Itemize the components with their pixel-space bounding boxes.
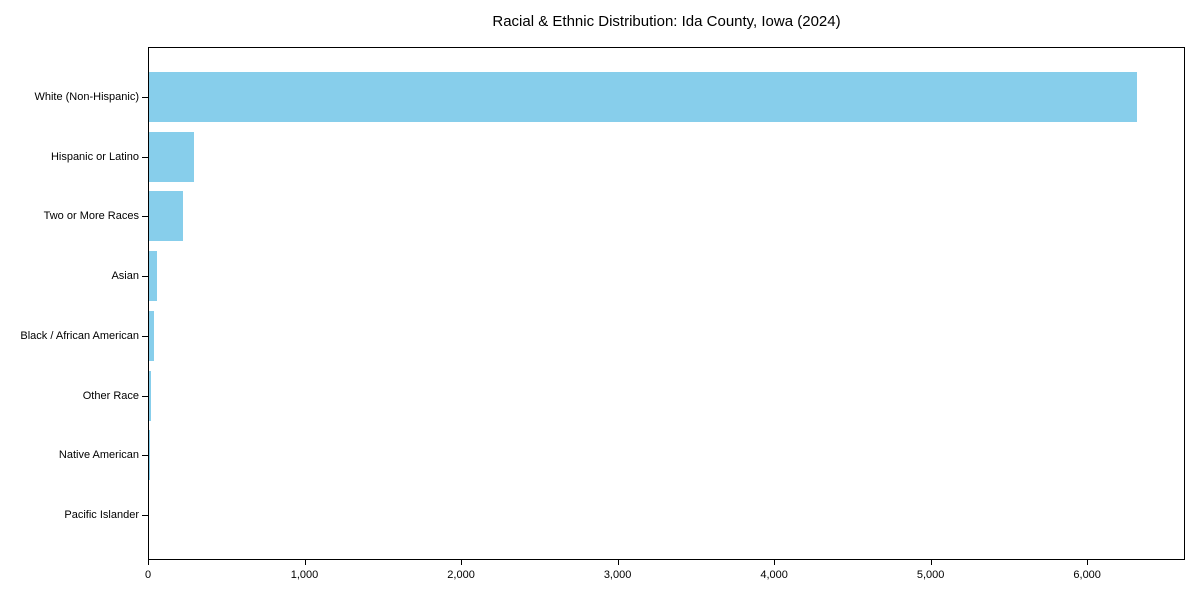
- y-tick-mark: [142, 335, 148, 337]
- bar-hispanic-or-latino: [149, 131, 194, 182]
- y-tick-label-asian: Asian: [111, 270, 139, 283]
- y-tick-mark: [142, 216, 148, 218]
- x-tick-mark: [617, 560, 619, 565]
- y-tick-label-white-non-hispanic: White (Non-Hispanic): [34, 91, 139, 103]
- y-tick-label-other-race: Other Race: [82, 389, 139, 402]
- x-tick-label-5-000: 5,000: [916, 569, 945, 581]
- y-tick-mark: [142, 156, 148, 158]
- x-tick-mark: [1087, 560, 1089, 565]
- y-tick-mark: [142, 514, 148, 516]
- y-tick-mark: [142, 276, 148, 278]
- x-tick-label-6-000: 6,000: [1073, 569, 1101, 581]
- x-tick-mark: [304, 560, 306, 565]
- y-tick-label-two-or-more-races: Two or More Races: [43, 210, 139, 223]
- bar-asian: [149, 251, 157, 302]
- y-tick-mark: [142, 395, 148, 397]
- y-tick-mark: [142, 97, 148, 98]
- y-tick-label-hispanic-or-latino: Hispanic or Latino: [50, 150, 139, 163]
- bar-black-african-american: [149, 310, 154, 361]
- x-tick-label-1-000: 1,000: [290, 569, 319, 581]
- x-tick-label-3-000: 3,000: [603, 569, 632, 581]
- x-tick-mark: [930, 560, 932, 565]
- x-tick-label-2-000: 2,000: [447, 569, 475, 581]
- y-tick-label-black-african-american: Black / African American: [20, 329, 139, 342]
- x-tick-mark: [148, 560, 149, 565]
- plot-area: [148, 47, 1185, 560]
- bar-other-race: [149, 370, 151, 421]
- y-tick-label-pacific-islander: Pacific Islander: [64, 508, 139, 521]
- x-tick-mark: [774, 560, 776, 565]
- x-tick-label-0: 0: [144, 569, 152, 581]
- y-tick-label-native-american: Native American: [58, 449, 139, 462]
- y-tick-mark: [142, 455, 148, 457]
- x-tick-mark: [461, 560, 463, 565]
- chart-title: Racial & Ethnic Distribution: Ida County…: [492, 13, 841, 30]
- bar-native-american: [149, 430, 150, 481]
- bar-two-or-more-races: [149, 191, 184, 242]
- x-tick-label-4-000: 4,000: [760, 569, 788, 581]
- bar-white-non-hispanic: [149, 72, 1137, 122]
